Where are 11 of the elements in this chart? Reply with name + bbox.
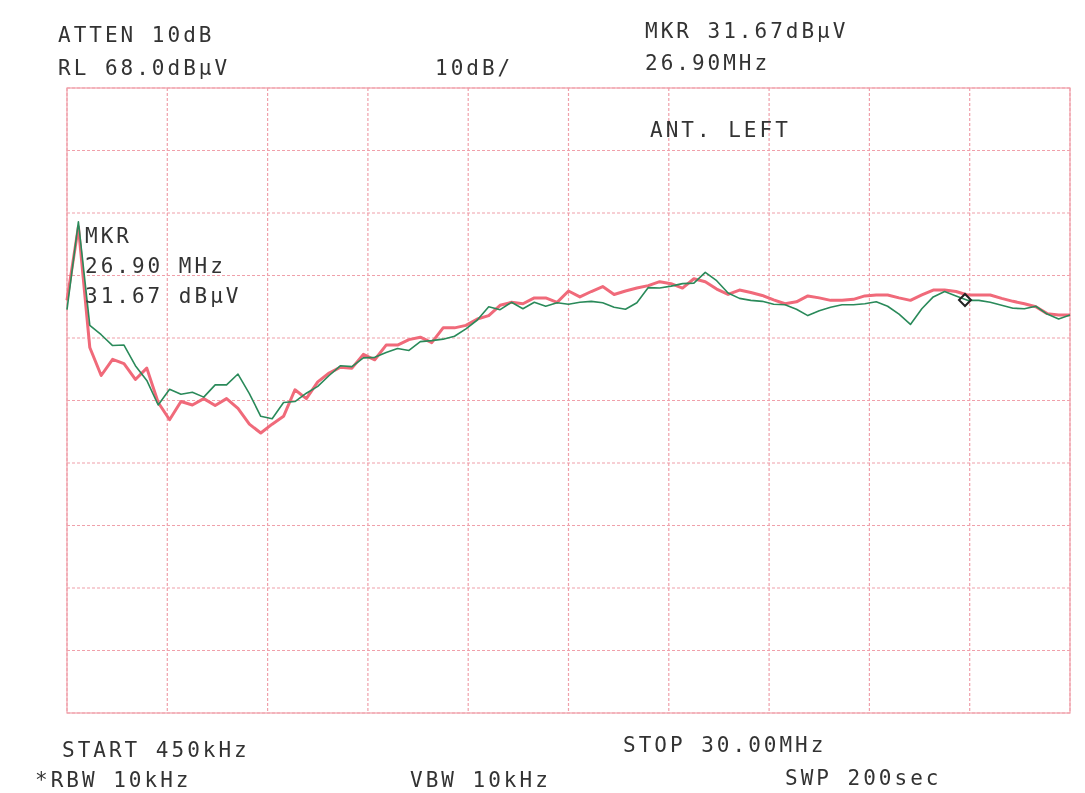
text: SWP 200sec	[785, 766, 942, 790]
text: STOP 30.00MHz	[623, 733, 827, 757]
text: MKR 31.67dBµV	[645, 19, 849, 43]
text: VBW 10kHz	[410, 768, 551, 792]
text: 10dB/	[435, 56, 514, 80]
text: RL 68.0dBµV	[58, 56, 231, 80]
text: START 450kHz	[62, 738, 250, 762]
text: 26.90MHz	[645, 51, 771, 75]
text: ANT. LEFT	[650, 118, 791, 142]
text: ATTEN 10dB	[58, 23, 215, 47]
text: *RBW 10kHz	[35, 768, 192, 792]
